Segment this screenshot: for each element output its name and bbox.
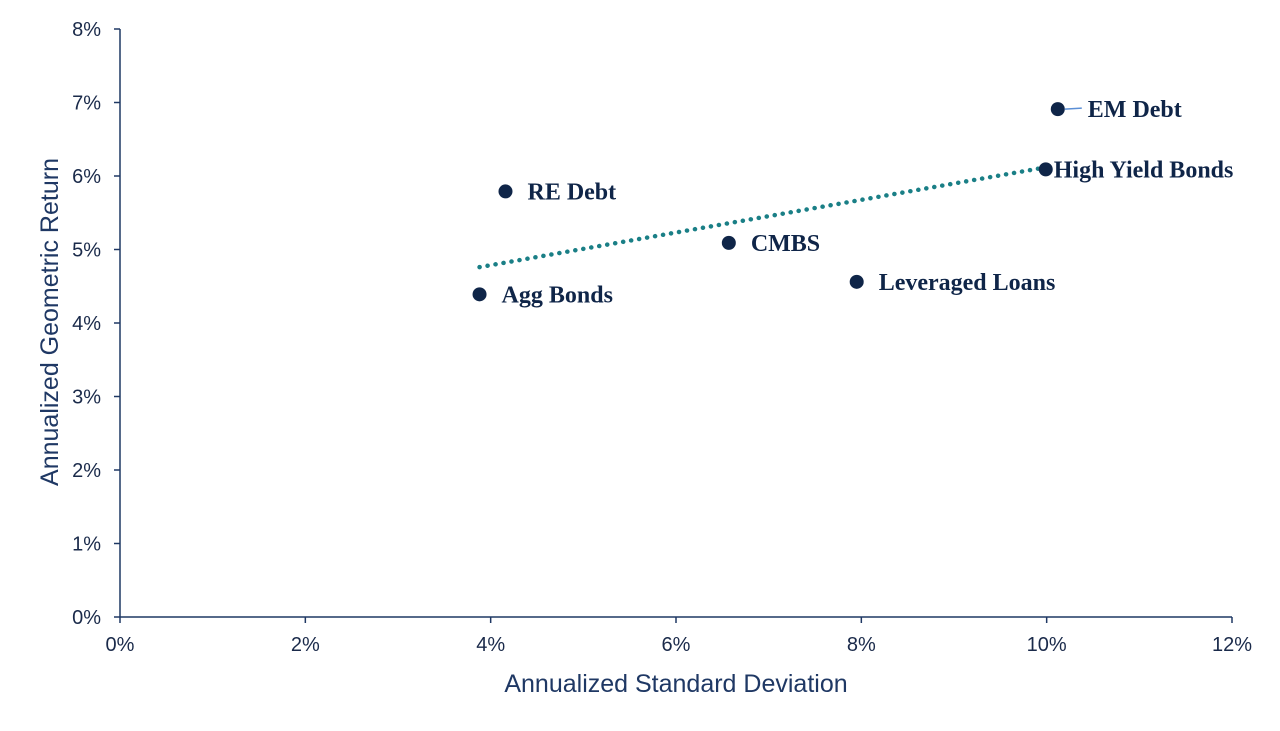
point-label: High Yield Bonds <box>1054 157 1234 183</box>
y-tick-label: 7% <box>72 93 101 115</box>
points-layer: Agg Bonds RE Debt CMBS Leveraged Loans High … <box>472 97 1234 308</box>
trendline <box>477 164 1049 270</box>
point-label: Agg Bonds <box>502 282 613 308</box>
x-tick-label: 0% <box>106 634 135 656</box>
y-tick-label: 2% <box>72 460 101 482</box>
point-label: CMBS <box>751 231 820 257</box>
point-label: Leveraged Loans <box>879 270 1056 296</box>
y-tick-label: 3% <box>72 387 101 409</box>
point-label: RE Debt <box>527 179 616 205</box>
data-point <box>498 184 513 199</box>
x-tick-label: 2% <box>291 634 320 656</box>
x-tick-label: 12% <box>1212 634 1252 656</box>
data-point <box>472 287 487 302</box>
y-tick-label: 4% <box>72 313 101 335</box>
x-tick-label: 6% <box>662 634 691 656</box>
data-point <box>849 274 864 289</box>
data-point <box>721 235 736 250</box>
y-tick-label: 5% <box>72 240 101 262</box>
data-point <box>1038 162 1053 177</box>
data-point <box>1050 102 1065 117</box>
y-axis-title: Annualized Geometric Return <box>36 158 64 486</box>
leader-line <box>1064 107 1082 110</box>
y-tick-label: 1% <box>72 534 101 556</box>
trendline-layer <box>477 164 1049 270</box>
axes: 0% 1% 2% 3% 4% 5% 6% 7% 8% 0% 2% 4% 6% 8% 10% 12% <box>72 19 1252 656</box>
y-tick-label: 0% <box>72 607 101 629</box>
x-tick-label: 10% <box>1027 634 1067 656</box>
point-label: EM Debt <box>1088 97 1182 123</box>
x-tick-label: 4% <box>476 634 505 656</box>
y-tick-label: 8% <box>72 19 101 41</box>
y-tick-label: 6% <box>72 166 101 188</box>
x-axis-title: Annualized Standard Deviation <box>504 670 847 698</box>
x-tick-label: 8% <box>847 634 876 656</box>
